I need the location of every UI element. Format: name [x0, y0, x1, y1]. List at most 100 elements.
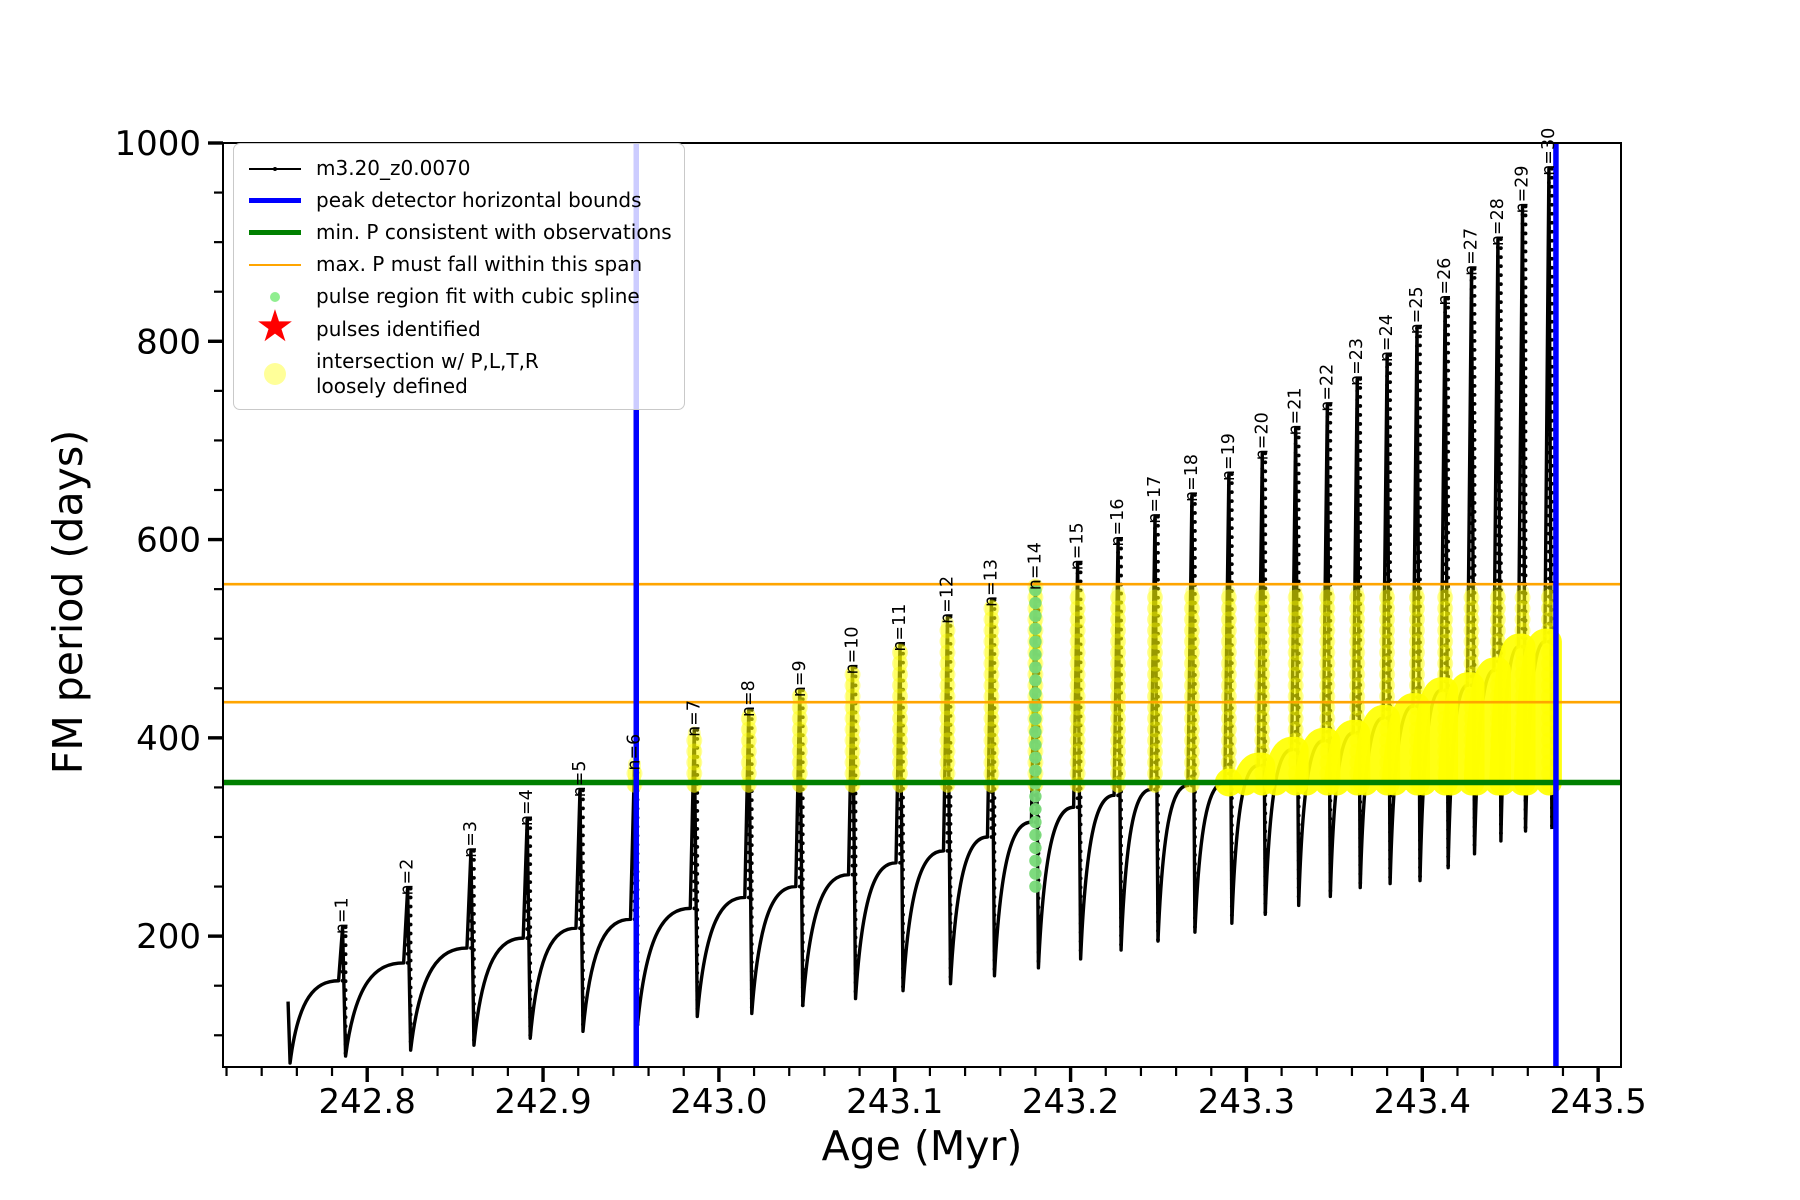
spline-dot: [1029, 687, 1042, 700]
yellow-marker: [1319, 743, 1336, 760]
yellow-marker: [1489, 655, 1506, 672]
pulse-label: n=16: [1108, 499, 1128, 547]
yellow-marker: [1409, 633, 1426, 650]
yellow-marker: [1514, 622, 1531, 639]
yellow-marker: [1069, 666, 1086, 683]
legend-label: pulses identified: [316, 316, 481, 341]
pulse-label: n=17: [1145, 476, 1165, 524]
yellow-marker: [1514, 743, 1531, 760]
legend-label: pulse region fit with cubic spline: [316, 284, 640, 308]
yellow-marker: [1069, 611, 1086, 628]
yellow-marker: [1463, 611, 1480, 628]
yellow-marker: [1287, 699, 1304, 716]
yellow-marker: [1254, 655, 1271, 672]
yellow-marker: [1220, 732, 1237, 749]
yellow-marker: [1220, 710, 1237, 727]
yellow-arc: [1263, 736, 1309, 796]
yellow-marker: [1220, 589, 1237, 606]
yellow-marker: [939, 765, 956, 782]
yellow-marker: [1349, 611, 1366, 628]
spline-dot: [1029, 596, 1042, 610]
yellow-marker: [1254, 765, 1271, 782]
yellow-marker: [1540, 611, 1557, 628]
x-tick-label: 243.1: [846, 1082, 943, 1122]
yellow-marker: [983, 600, 1000, 617]
yellow-marker: [1349, 600, 1366, 617]
yellow-marker: [1409, 644, 1426, 661]
star-icon: ★: [255, 301, 295, 352]
yellow-marker: [939, 721, 956, 738]
yellow-marker: [1540, 633, 1557, 650]
yellow-marker: [983, 710, 1000, 727]
series-line-icon: [246, 166, 304, 171]
yellow-marker: [740, 721, 757, 738]
y-tick-label: 800: [136, 322, 201, 362]
yellow-marker: [1463, 765, 1480, 782]
yellow-marker: [1069, 743, 1086, 760]
yellow-marker: [1379, 644, 1396, 661]
yellow-marker: [1147, 655, 1163, 672]
yellow-marker: [1379, 688, 1396, 705]
yellow-marker: [1319, 710, 1336, 727]
yellow-marker: [892, 743, 909, 760]
yellow-marker: [1379, 611, 1396, 628]
yellow-marker: [1220, 765, 1237, 782]
yellow-marker: [1514, 644, 1531, 661]
yellow-marker: [1463, 754, 1480, 771]
yellow-marker: [1379, 732, 1396, 749]
yellow-marker: [1514, 655, 1531, 672]
x-tick-label: 243.5: [1549, 1082, 1646, 1122]
yellow-marker: [1254, 600, 1271, 617]
pulse-label: n=9: [790, 660, 810, 697]
yellow-marker: [1110, 633, 1127, 650]
yellow-marker: [1147, 721, 1163, 738]
spline-dot: [1029, 790, 1042, 803]
yellow-marker: [1319, 666, 1336, 683]
spline-dot: [1029, 738, 1042, 751]
yellow-arc: [1513, 628, 1562, 796]
yellow-marker: [1437, 765, 1454, 782]
yellow-marker: [1540, 644, 1557, 661]
pulse-label: n=20: [1252, 412, 1272, 460]
yellow-marker: [686, 754, 703, 771]
spline-dot: [1029, 674, 1042, 687]
yellow-marker: [1110, 611, 1127, 628]
pulse-label: n=12: [937, 576, 957, 624]
yellow-marker: [1489, 754, 1506, 771]
yellow-marker: [1437, 600, 1454, 617]
yellow-marker: [1254, 611, 1271, 628]
yellow-marker: [1069, 633, 1086, 650]
yellow-arc: [1293, 727, 1341, 796]
y-tick-label: 200: [136, 917, 201, 957]
yellow-marker: [1409, 688, 1426, 705]
yellow-marker: [1110, 699, 1127, 716]
yellow-marker: [939, 710, 956, 727]
yellow-marker: [1287, 754, 1304, 771]
pulse-label: n=1: [333, 897, 353, 934]
yellow-marker: [1409, 589, 1426, 606]
yellow-marker: [1540, 600, 1557, 617]
spline-dot: [1029, 803, 1042, 816]
x-tick-label: 243.2: [1022, 1082, 1119, 1122]
yellow-marker: [1349, 710, 1366, 727]
yellow-marker: [686, 765, 703, 782]
spline-dot: [1029, 648, 1042, 661]
yellow-marker: [1147, 600, 1163, 617]
yellow-marker: [1319, 655, 1336, 672]
yellow-marker: [1110, 710, 1127, 727]
yellow-marker: [983, 666, 1000, 683]
y-tick-label: 600: [136, 521, 201, 561]
yellow-marker: [1220, 721, 1237, 738]
yellow-marker: [1183, 754, 1200, 771]
yellow-marker: [1540, 699, 1557, 716]
spline-dot: [1029, 854, 1042, 867]
yellow-marker: [1409, 600, 1426, 617]
yellow-marker: [1287, 710, 1304, 727]
yellow-marker: [1069, 622, 1086, 639]
legend-item-5: pulse region fit with cubic spline: [246, 284, 672, 309]
yellow-marker: [1437, 655, 1454, 672]
pulse-label: n=2: [398, 859, 418, 896]
legend-item-3: min. P consistent with observations: [246, 220, 672, 245]
yellow-marker: [1379, 677, 1396, 694]
yellow-marker: [1147, 644, 1163, 661]
